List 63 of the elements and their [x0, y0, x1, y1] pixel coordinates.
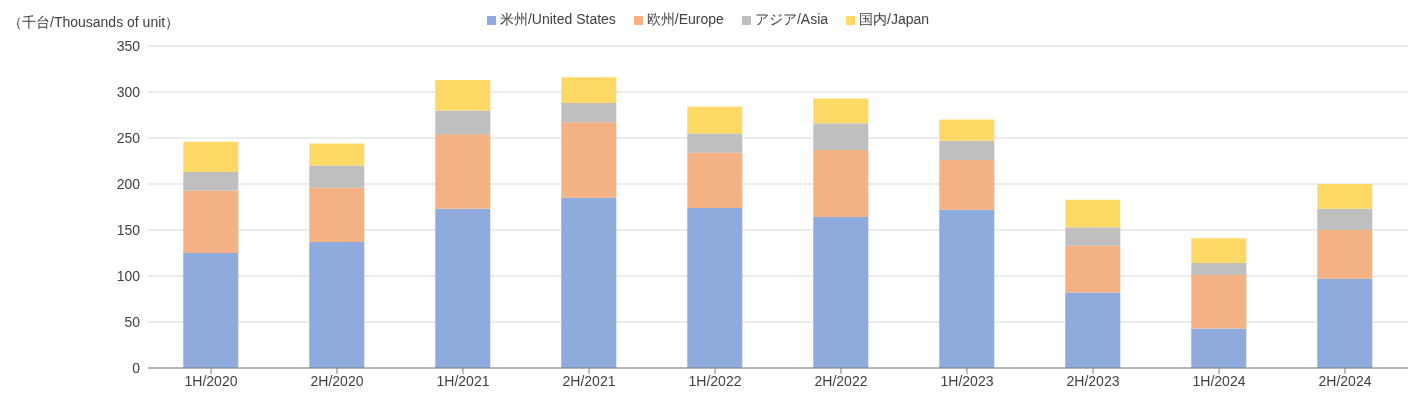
- y-tick-label: 150: [116, 221, 141, 238]
- bar: [939, 140, 995, 161]
- bar: [309, 165, 365, 188]
- bar: [561, 77, 617, 104]
- bar: [687, 133, 743, 153]
- bar: [939, 209, 995, 368]
- bar: [183, 253, 239, 368]
- x-tick-label: 1H/2024: [1192, 372, 1246, 389]
- bar: [687, 152, 743, 208]
- bar: [1317, 230, 1373, 279]
- x-tick-label: 1H/2021: [436, 372, 490, 389]
- bar: [1191, 263, 1247, 276]
- bar: [939, 160, 995, 210]
- bar: [435, 80, 491, 111]
- x-tick-label: 2H/2022: [814, 372, 868, 389]
- legend-label: 欧州/Europe: [646, 11, 724, 29]
- y-tick-label: 0: [132, 359, 141, 376]
- x-tick-label: 2H/2024: [1318, 372, 1372, 389]
- bar: [435, 134, 491, 209]
- y-axis-title: （千台/Thousands of unit）: [8, 14, 180, 32]
- bar: [309, 143, 365, 166]
- x-tick-label: 2H/2020: [310, 372, 364, 389]
- y-tick-label: 250: [116, 129, 141, 146]
- bar: [1191, 238, 1247, 264]
- y-tick-label: 300: [116, 83, 141, 100]
- bar: [435, 110, 491, 135]
- bar: [813, 217, 869, 368]
- y-tick-label: 350: [116, 37, 141, 54]
- bar: [1065, 227, 1121, 246]
- bar: [1191, 275, 1247, 329]
- bar: [309, 241, 365, 368]
- x-tick-label: 1H/2020: [184, 372, 238, 389]
- bar: [813, 149, 869, 218]
- bar: [813, 123, 869, 150]
- y-tick-label: 100: [116, 267, 141, 284]
- bar: [435, 208, 491, 368]
- bar: [687, 207, 743, 368]
- y-tick-label: 50: [124, 313, 141, 330]
- bar: [183, 172, 239, 191]
- x-tick-label: 1H/2022: [688, 372, 742, 389]
- bar: [561, 197, 617, 368]
- legend-label: アジア/Asia: [754, 11, 829, 29]
- bar: [1065, 292, 1121, 368]
- legend-label: 国内/Japan: [859, 11, 930, 29]
- bar: [813, 98, 869, 124]
- x-tick-label: 2H/2023: [1066, 372, 1120, 389]
- bar: [939, 119, 995, 141]
- legend-label: 米州/United States: [499, 11, 616, 29]
- bar: [1317, 184, 1373, 209]
- x-tick-label: 2H/2021: [562, 372, 616, 389]
- bar: [1065, 199, 1121, 228]
- bar: [561, 103, 617, 123]
- bar: [309, 187, 365, 242]
- bar: [1317, 208, 1373, 230]
- y-tick-label: 200: [116, 175, 141, 192]
- bar: [561, 122, 617, 198]
- bar: [1317, 278, 1373, 368]
- x-tick-label: 1H/2023: [940, 372, 994, 389]
- bar: [1065, 245, 1121, 293]
- bar: [687, 106, 743, 134]
- bar: [183, 190, 239, 253]
- bar: [1191, 328, 1247, 368]
- bar: [183, 141, 239, 173]
